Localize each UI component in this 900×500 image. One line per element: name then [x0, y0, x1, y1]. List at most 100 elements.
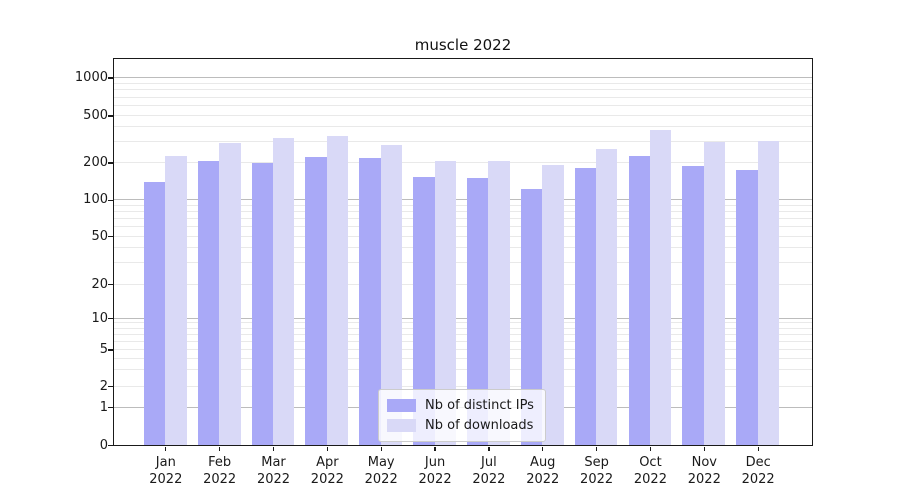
- y-tick-label: 2: [99, 378, 108, 394]
- bar-downloads-feb: [219, 143, 241, 445]
- y-tick-label: 1000: [74, 70, 108, 85]
- legend-swatch-distinct-ips: [387, 398, 416, 412]
- x-tick-label-mar: Mar 2022: [256, 454, 291, 487]
- gridline-minor: [114, 126, 812, 128]
- bar-downloads-jun: [434, 160, 456, 445]
- gridline-minor: [114, 210, 812, 212]
- bar-distinct-ips-jul: [467, 177, 489, 445]
- x-tick-mark: [649, 447, 652, 451]
- y-tick-label: 10: [91, 310, 108, 326]
- gridline-minor: [114, 385, 812, 387]
- y-tick-mark: [108, 317, 113, 320]
- x-tick-mark: [434, 447, 436, 451]
- x-tick-label-aug: Aug 2022: [526, 454, 560, 487]
- gridline-minor: [114, 141, 812, 143]
- gridline-minor: [114, 89, 812, 91]
- x-tick-mark: [595, 447, 598, 451]
- x-tick-label-jul: Jul 2022: [472, 454, 506, 487]
- x-tick-label-apr: Apr 2022: [310, 454, 344, 487]
- gridline-minor: [114, 105, 812, 106]
- plot-area: [113, 57, 813, 446]
- bar-downloads-aug: [542, 165, 564, 445]
- bar-downloads-nov: [703, 142, 726, 445]
- gridline-minor: [114, 225, 812, 227]
- y-tick-mark: [108, 235, 113, 238]
- y-tick-mark: [108, 444, 113, 447]
- x-tick-mark: [219, 447, 221, 451]
- legend-label-distinct-ips: Nb of distinct IPs: [425, 397, 534, 413]
- y-tick-mark: [108, 283, 113, 286]
- y-tick-label: 500: [83, 108, 108, 123]
- bar-distinct-ips-jun: [413, 176, 435, 445]
- gridline-minor: [114, 82, 812, 84]
- x-tick-label-dec: Dec 2022: [741, 454, 775, 487]
- bar-distinct-ips-feb: [197, 160, 220, 445]
- gridline-minor: [114, 96, 812, 98]
- gridline-minor: [114, 340, 812, 342]
- x-tick-mark: [703, 447, 705, 451]
- gridline-minor: [114, 235, 812, 237]
- x-tick-label-oct: Oct 2022: [633, 454, 667, 487]
- bar-downloads-oct: [649, 129, 672, 445]
- y-tick-mark: [108, 162, 113, 164]
- y-tick-label: 50: [91, 228, 108, 244]
- bar-distinct-ips-may: [359, 158, 381, 445]
- gridline-minor: [114, 204, 812, 206]
- legend-label-downloads: Nb of downloads: [425, 417, 534, 433]
- gridline-major: [114, 317, 812, 319]
- y-tick-label: 200: [83, 155, 108, 170]
- gridline-minor: [114, 322, 812, 324]
- y-tick-mark: [108, 199, 113, 201]
- x-tick-mark: [326, 447, 328, 451]
- gridline-minor: [114, 217, 812, 219]
- bar-distinct-ips-dec: [736, 170, 758, 445]
- gridline-minor: [114, 369, 812, 371]
- legend-entry-distinct-ips: Nb of distinct IPs: [387, 395, 534, 415]
- bar-distinct-ips-apr: [305, 157, 327, 445]
- gridline-major: [114, 199, 812, 201]
- y-tick-label: 1: [99, 399, 108, 415]
- y-tick-mark: [108, 386, 113, 388]
- gridline-major: [114, 77, 812, 78]
- x-tick-mark: [380, 447, 382, 451]
- y-tick-label: 100: [83, 192, 108, 208]
- y-tick-mark: [108, 407, 113, 409]
- bar-downloads-sep: [596, 149, 618, 445]
- legend-swatch-downloads: [387, 418, 416, 432]
- gridline-minor: [114, 333, 812, 335]
- bar-downloads-mar: [273, 137, 295, 445]
- gridline-minor: [114, 349, 812, 350]
- bar-downloads-dec: [757, 141, 780, 445]
- x-tick-mark: [272, 447, 275, 451]
- y-tick-mark: [108, 77, 113, 79]
- x-tick-label-nov: Nov 2022: [687, 454, 721, 487]
- x-tick-label-jun: Jun 2022: [418, 454, 452, 487]
- y-tick-mark: [108, 349, 113, 351]
- bar-downloads-jul: [488, 161, 510, 445]
- x-tick-label-sep: Sep 2022: [580, 454, 614, 487]
- x-tick-mark: [542, 447, 544, 451]
- gridline-minor: [114, 247, 812, 249]
- x-tick-label-feb: Feb 2022: [203, 454, 237, 487]
- x-tick-mark: [757, 447, 759, 451]
- gridline-minor: [114, 262, 812, 264]
- bar-distinct-ips-nov: [682, 166, 704, 445]
- bar-distinct-ips-oct: [628, 156, 650, 445]
- legend: Nb of distinct IPs Nb of downloads: [378, 389, 546, 442]
- gridline-minor: [114, 162, 812, 163]
- bar-distinct-ips-sep: [574, 168, 597, 445]
- x-tick-mark: [165, 447, 167, 451]
- y-tick-label: 0: [99, 437, 108, 453]
- bar-distinct-ips-mar: [251, 163, 273, 445]
- y-tick-label: 20: [91, 276, 108, 292]
- bar-distinct-ips-jan: [143, 182, 166, 445]
- x-tick-mark: [488, 447, 490, 451]
- chart-title: muscle 2022: [414, 36, 512, 54]
- bar-downloads-jan: [165, 156, 187, 445]
- bar-distinct-ips-aug: [520, 188, 543, 445]
- y-tick-label: 5: [99, 342, 108, 357]
- gridline-minor: [114, 357, 812, 359]
- x-tick-label-may: May 2022: [364, 454, 398, 487]
- gridline-minor: [114, 283, 812, 285]
- gridline-minor: [114, 115, 812, 116]
